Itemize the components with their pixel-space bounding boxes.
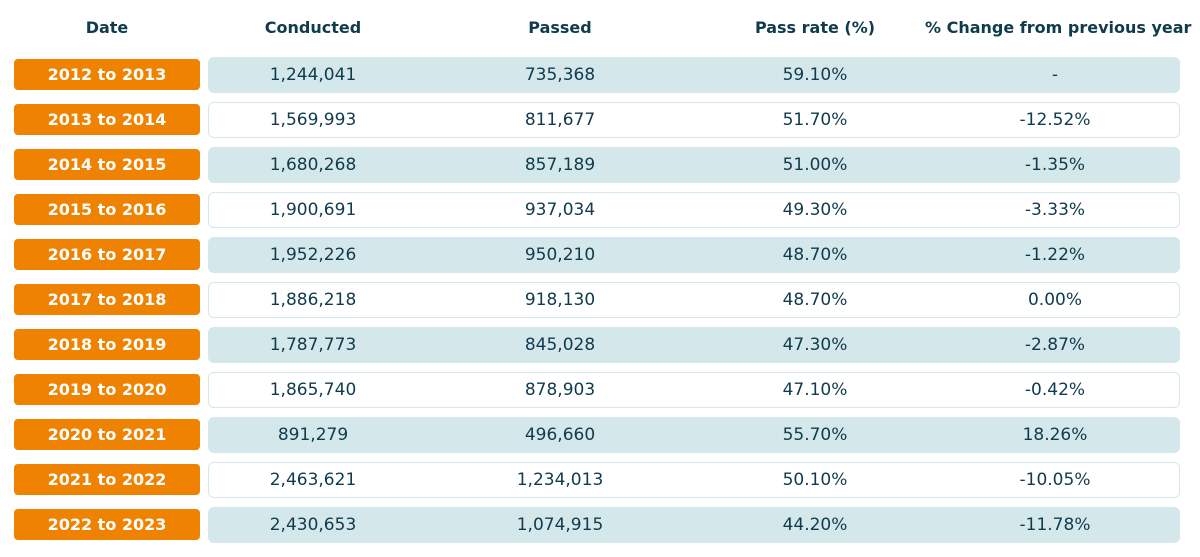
table-cell: - — [1051, 65, 1059, 85]
table-cell: 2,430,653 — [269, 515, 357, 535]
table-cell: 2,463,621 — [269, 470, 357, 490]
table-cell: 1,865,740 — [269, 380, 357, 400]
table-cell: 918,130 — [524, 290, 596, 310]
row-background — [208, 57, 1180, 93]
table-cell: 1,787,773 — [269, 335, 357, 355]
table-cell: 1,886,218 — [269, 290, 357, 310]
column-header: Conducted — [264, 18, 362, 37]
table-cell: 51.70% — [782, 110, 848, 130]
table-cell: -2.87% — [1024, 335, 1086, 355]
row-background — [208, 462, 1180, 498]
table-cell: 59.10% — [782, 65, 848, 85]
table-cell: 1,680,268 — [269, 155, 357, 175]
table-cell: 937,034 — [524, 200, 596, 220]
row-background — [208, 282, 1180, 318]
table-cell: 44.20% — [782, 515, 848, 535]
table-cell: 878,903 — [524, 380, 596, 400]
date-badge: 2014 to 2015 — [14, 149, 200, 180]
table-cell: -11.78% — [1019, 515, 1091, 535]
row-background — [208, 507, 1180, 543]
column-header: % Change from previous year — [925, 18, 1192, 37]
table-cell: 48.70% — [782, 245, 848, 265]
table-cell: -12.52% — [1019, 110, 1091, 130]
table-cell: 51.00% — [782, 155, 848, 175]
row-background — [208, 102, 1180, 138]
table-cell: -10.05% — [1019, 470, 1091, 490]
date-badge: 2013 to 2014 — [14, 104, 200, 135]
table-cell: 735,368 — [524, 65, 596, 85]
date-badge: 2018 to 2019 — [14, 329, 200, 360]
table-cell: 891,279 — [277, 425, 349, 445]
date-badge: 2022 to 2023 — [14, 509, 200, 540]
column-header: Passed — [528, 18, 592, 37]
row-background — [208, 237, 1180, 273]
row-background — [208, 147, 1180, 183]
row-background — [208, 417, 1180, 453]
table-cell: 1,244,041 — [269, 65, 357, 85]
table-cell: 857,189 — [524, 155, 596, 175]
table-cell: 950,210 — [524, 245, 596, 265]
table-cell: 1,952,226 — [269, 245, 357, 265]
date-badge: 2020 to 2021 — [14, 419, 200, 450]
row-background — [208, 372, 1180, 408]
table-cell: -1.35% — [1024, 155, 1086, 175]
column-header: Pass rate (%) — [754, 18, 876, 37]
table-cell: 0.00% — [1027, 290, 1082, 310]
table-cell: 47.10% — [782, 380, 848, 400]
table-cell: 49.30% — [782, 200, 848, 220]
table-cell: 1,074,915 — [516, 515, 604, 535]
table-cell: -1.22% — [1024, 245, 1086, 265]
table-cell: -0.42% — [1024, 380, 1086, 400]
table-cell: 496,660 — [524, 425, 596, 445]
table-cell: 845,028 — [524, 335, 596, 355]
table-cell: 50.10% — [782, 470, 848, 490]
table-cell: 811,677 — [524, 110, 596, 130]
row-background — [208, 327, 1180, 363]
date-badge: 2019 to 2020 — [14, 374, 200, 405]
table-cell: 1,234,013 — [516, 470, 604, 490]
date-badge: 2012 to 2013 — [14, 59, 200, 90]
table-cell: 1,569,993 — [269, 110, 357, 130]
column-header: Date — [85, 18, 129, 37]
table-cell: 55.70% — [782, 425, 848, 445]
date-badge: 2021 to 2022 — [14, 464, 200, 495]
table-cell: 47.30% — [782, 335, 848, 355]
table-cell: 18.26% — [1022, 425, 1088, 445]
row-background — [208, 192, 1180, 228]
date-badge: 2015 to 2016 — [14, 194, 200, 225]
table-cell: -3.33% — [1024, 200, 1086, 220]
table-cell: 1,900,691 — [269, 200, 357, 220]
table-cell: 48.70% — [782, 290, 848, 310]
date-badge: 2016 to 2017 — [14, 239, 200, 270]
date-badge: 2017 to 2018 — [14, 284, 200, 315]
